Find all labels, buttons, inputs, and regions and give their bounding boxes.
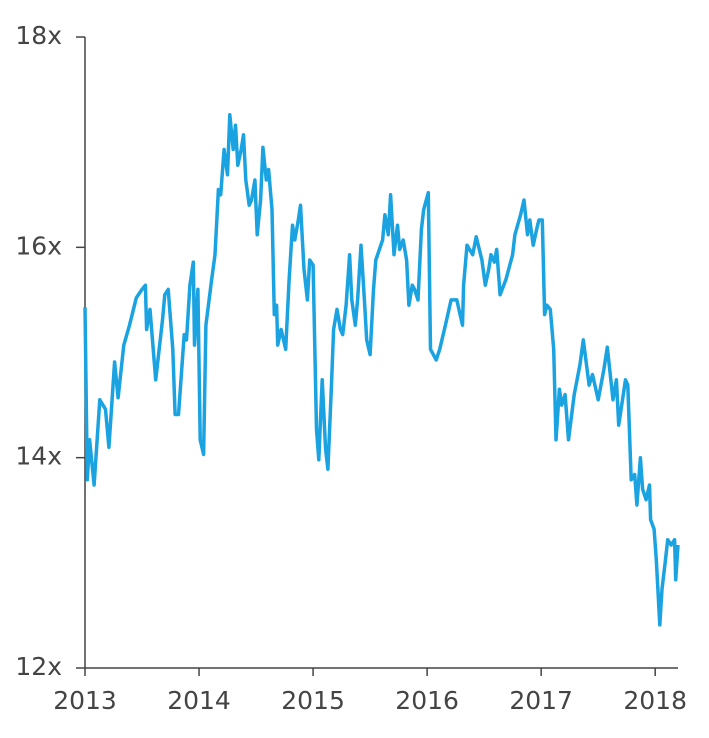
x-tick-label: 2015 xyxy=(281,686,345,715)
line xyxy=(83,113,680,627)
x-tick-label: 2013 xyxy=(53,686,117,715)
y-tick-label: 16x xyxy=(15,231,62,260)
y-tick-label: 14x xyxy=(15,442,62,471)
y-tick-label: 12x xyxy=(15,652,62,681)
x-tick-label: 2016 xyxy=(395,686,459,715)
y-tick-label: 18x xyxy=(15,21,62,50)
x-tick-label: 2014 xyxy=(167,686,231,715)
x-tick-label: 2018 xyxy=(623,686,687,715)
x-tick-label: 2017 xyxy=(509,686,573,715)
